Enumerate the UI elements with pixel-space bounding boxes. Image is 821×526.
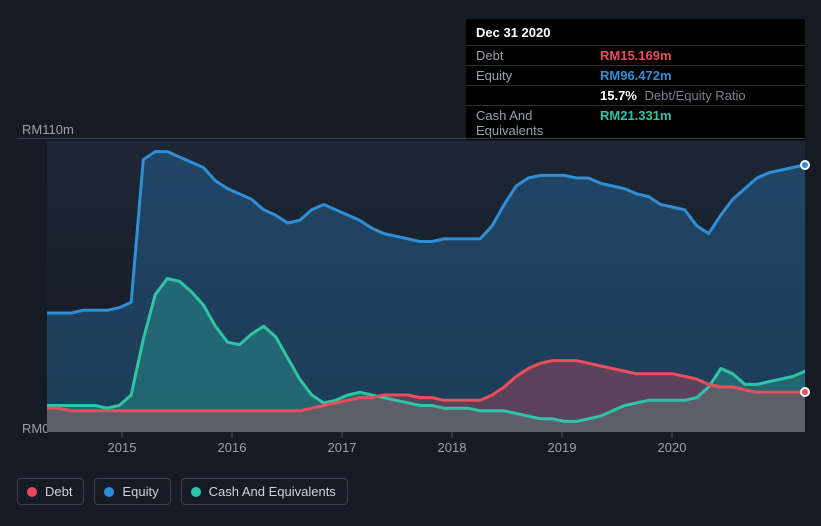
x-tick: 2015 bbox=[108, 440, 137, 455]
legend-swatch bbox=[104, 487, 114, 497]
y-label-max: RM110m bbox=[22, 122, 74, 137]
legend-item-cash-and-equivalents[interactable]: Cash And Equivalents bbox=[181, 478, 348, 505]
legend-item-equity[interactable]: Equity bbox=[94, 478, 170, 505]
x-tick: 2020 bbox=[658, 440, 687, 455]
tooltip-row-value: RM96.472m bbox=[600, 68, 672, 83]
legend-label: Cash And Equivalents bbox=[209, 484, 336, 499]
y-label-min: RM0 bbox=[22, 421, 49, 436]
tooltip-row: EquityRM96.472m bbox=[466, 65, 805, 85]
tooltip-row-label: Cash And Equivalents bbox=[476, 108, 600, 138]
legend-swatch bbox=[27, 487, 37, 497]
x-tick: 2018 bbox=[438, 440, 467, 455]
marker-equity bbox=[800, 160, 810, 170]
tooltip-row-value: RM15.169m bbox=[600, 48, 672, 63]
chart-container: Dec 31 2020 DebtRM15.169mEquityRM96.472m… bbox=[0, 0, 821, 526]
chart-gridline-top bbox=[17, 138, 805, 139]
tooltip-row: 15.7% Debt/Equity Ratio bbox=[466, 85, 805, 105]
tooltip-row-label: Equity bbox=[476, 68, 600, 83]
tooltip-row-value: 15.7% Debt/Equity Ratio bbox=[600, 88, 746, 103]
legend-item-debt[interactable]: Debt bbox=[17, 478, 84, 505]
marker-debt bbox=[800, 387, 810, 397]
chart-plot-area[interactable] bbox=[47, 141, 805, 432]
x-tick: 2017 bbox=[328, 440, 357, 455]
tooltip-row-sublabel: Debt/Equity Ratio bbox=[641, 88, 746, 103]
x-axis: 2015 2016 2017 2018 2019 2020 bbox=[47, 440, 805, 460]
x-tick: 2016 bbox=[218, 440, 247, 455]
tooltip-row-value: RM21.331m bbox=[600, 108, 672, 138]
chart-svg bbox=[47, 141, 805, 432]
legend-label: Equity bbox=[122, 484, 158, 499]
x-tick: 2019 bbox=[548, 440, 577, 455]
legend: Debt Equity Cash And Equivalents bbox=[17, 478, 348, 505]
tooltip-row: Cash And EquivalentsRM21.331m bbox=[466, 105, 805, 140]
tooltip-row: DebtRM15.169m bbox=[466, 45, 805, 65]
legend-label: Debt bbox=[45, 484, 72, 499]
legend-swatch bbox=[191, 487, 201, 497]
tooltip-box: Dec 31 2020 DebtRM15.169mEquityRM96.472m… bbox=[466, 19, 805, 140]
tooltip-row-label bbox=[476, 88, 600, 103]
tooltip-row-label: Debt bbox=[476, 48, 600, 63]
tooltip-date: Dec 31 2020 bbox=[466, 25, 805, 45]
